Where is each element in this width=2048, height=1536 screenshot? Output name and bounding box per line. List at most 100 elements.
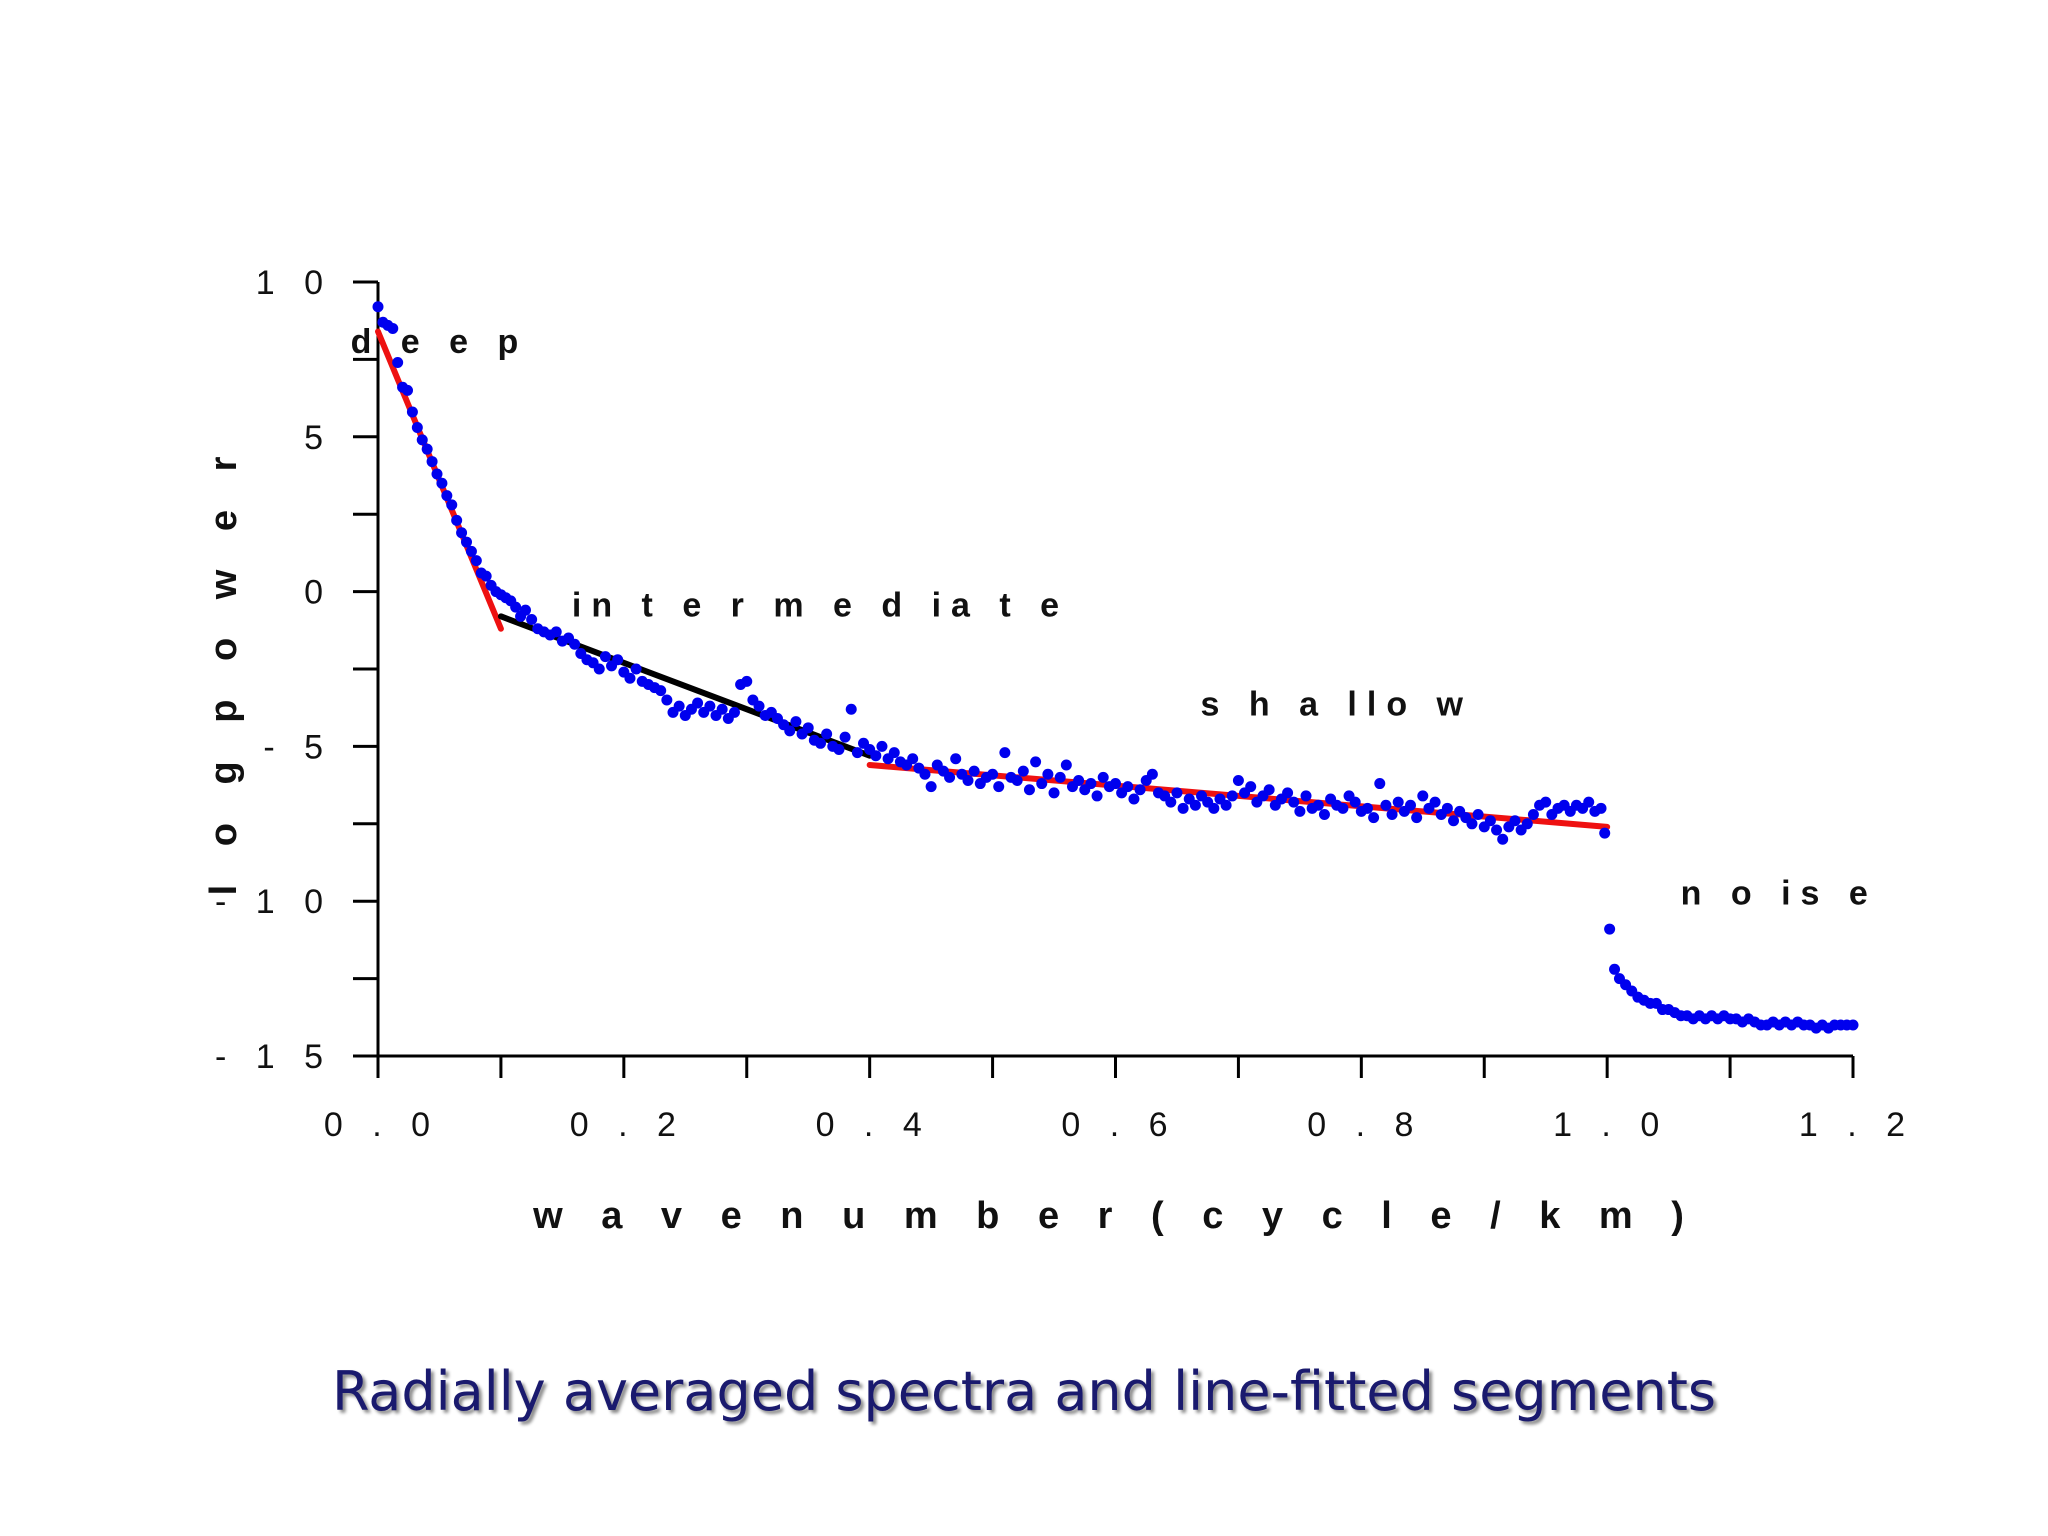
data-point bbox=[1263, 784, 1275, 796]
segment-annotations: d e e p in t e r m e d ia t e s h a llo w n… bbox=[351, 323, 1878, 912]
data-point bbox=[1189, 799, 1201, 811]
data-point bbox=[402, 384, 413, 396]
data-point bbox=[520, 604, 531, 616]
data-point bbox=[1011, 774, 1023, 786]
data-point bbox=[411, 422, 423, 434]
data-point bbox=[421, 443, 433, 455]
data-point bbox=[1386, 809, 1398, 821]
data-point bbox=[480, 570, 492, 582]
data-point bbox=[1282, 787, 1294, 799]
y-tick-label: 0 bbox=[304, 574, 333, 612]
data-point bbox=[392, 356, 404, 368]
y-tick-label: 5 bbox=[304, 419, 333, 457]
data-point bbox=[790, 716, 802, 728]
y-tick-label: - 1 0 bbox=[215, 883, 333, 921]
data-point bbox=[1368, 812, 1380, 824]
data-point bbox=[1595, 802, 1607, 814]
data-point bbox=[1073, 774, 1085, 786]
data-point bbox=[451, 514, 463, 526]
data-point bbox=[845, 703, 857, 715]
data-point bbox=[1448, 815, 1460, 827]
data-point bbox=[962, 774, 974, 786]
data-point bbox=[1220, 799, 1232, 811]
data-point bbox=[1171, 787, 1183, 799]
data-point bbox=[630, 663, 642, 675]
data-point bbox=[1441, 802, 1453, 814]
x-axis-title: w a v e n u m b e r ( c y c l e / k m ) bbox=[532, 1195, 1698, 1237]
data-point bbox=[716, 703, 728, 715]
annotation-label: d e e p bbox=[351, 323, 529, 361]
data-point bbox=[593, 663, 605, 675]
data-point bbox=[1847, 1019, 1859, 1031]
data-point bbox=[1165, 796, 1177, 808]
data-point bbox=[692, 697, 704, 709]
data-point bbox=[1232, 774, 1244, 786]
data-point bbox=[815, 737, 826, 749]
data-point bbox=[741, 675, 753, 687]
data-point bbox=[416, 434, 428, 446]
data-point bbox=[1017, 765, 1029, 777]
x-tick-label: 0 . 8 bbox=[1307, 1106, 1423, 1144]
data-point bbox=[1085, 778, 1097, 790]
data-point bbox=[655, 685, 667, 697]
data-point bbox=[999, 747, 1011, 759]
y-tick-label: - 1 5 bbox=[215, 1038, 333, 1076]
data-point bbox=[1128, 793, 1140, 805]
chart-axes: 0 . 0 0 . 2 0 . 4 0 . 6 0 . 8 1 . 0 1 . 2 1 0 5 0… bbox=[215, 264, 1915, 1144]
data-point bbox=[612, 654, 624, 666]
data-point bbox=[673, 700, 685, 712]
annotation-label: s h a llo w bbox=[1201, 685, 1473, 723]
x-tick-label: 0 . 6 bbox=[1061, 1106, 1177, 1144]
data-point bbox=[372, 301, 384, 313]
data-point bbox=[1054, 771, 1066, 783]
x-tick-label: 0 . 0 bbox=[324, 1106, 440, 1144]
data-point bbox=[1527, 809, 1539, 821]
y-axis-title: l o g p o w e r bbox=[203, 443, 245, 896]
data-point bbox=[465, 545, 477, 557]
data-point bbox=[426, 456, 438, 468]
data-point bbox=[925, 781, 937, 793]
data-point bbox=[406, 406, 418, 418]
annotation-label: n o is e bbox=[1681, 874, 1878, 912]
data-point bbox=[944, 771, 956, 783]
data-point bbox=[784, 725, 796, 737]
x-tick-label: 1 . 2 bbox=[1799, 1106, 1915, 1144]
data-point bbox=[1294, 805, 1306, 817]
data-point bbox=[1599, 827, 1611, 839]
data-point bbox=[1300, 790, 1312, 802]
data-point bbox=[624, 672, 636, 684]
data-point bbox=[876, 740, 888, 752]
data-point bbox=[987, 768, 999, 780]
data-point bbox=[1060, 759, 1072, 771]
data-point bbox=[1491, 824, 1503, 836]
data-point bbox=[599, 651, 611, 663]
x-tick-label: 1 . 0 bbox=[1553, 1106, 1669, 1144]
y-tick-label: 1 0 bbox=[256, 264, 333, 302]
data-point bbox=[1405, 799, 1416, 811]
data-point bbox=[569, 638, 581, 650]
data-point bbox=[470, 555, 482, 567]
data-point bbox=[1097, 771, 1109, 783]
data-point bbox=[1337, 802, 1349, 814]
data-point bbox=[1604, 923, 1616, 935]
data-point bbox=[1134, 784, 1146, 796]
data-point bbox=[870, 750, 882, 762]
data-point bbox=[1177, 802, 1189, 814]
data-point bbox=[1226, 790, 1238, 802]
fit-lines bbox=[375, 328, 1611, 830]
data-point bbox=[821, 728, 833, 740]
x-tick-label: 0 . 2 bbox=[570, 1106, 686, 1144]
data-point bbox=[1540, 796, 1552, 808]
data-point bbox=[1023, 784, 1035, 796]
data-point bbox=[387, 322, 399, 334]
fit-line-shallow bbox=[866, 761, 1611, 830]
data-point bbox=[1349, 796, 1361, 808]
x-tick-label: 0 . 4 bbox=[816, 1106, 932, 1144]
data-point bbox=[919, 768, 931, 780]
data-point bbox=[441, 490, 453, 502]
data-point bbox=[1361, 802, 1373, 814]
data-point bbox=[1042, 768, 1054, 780]
data-point bbox=[1030, 756, 1042, 768]
data-point bbox=[661, 694, 673, 706]
